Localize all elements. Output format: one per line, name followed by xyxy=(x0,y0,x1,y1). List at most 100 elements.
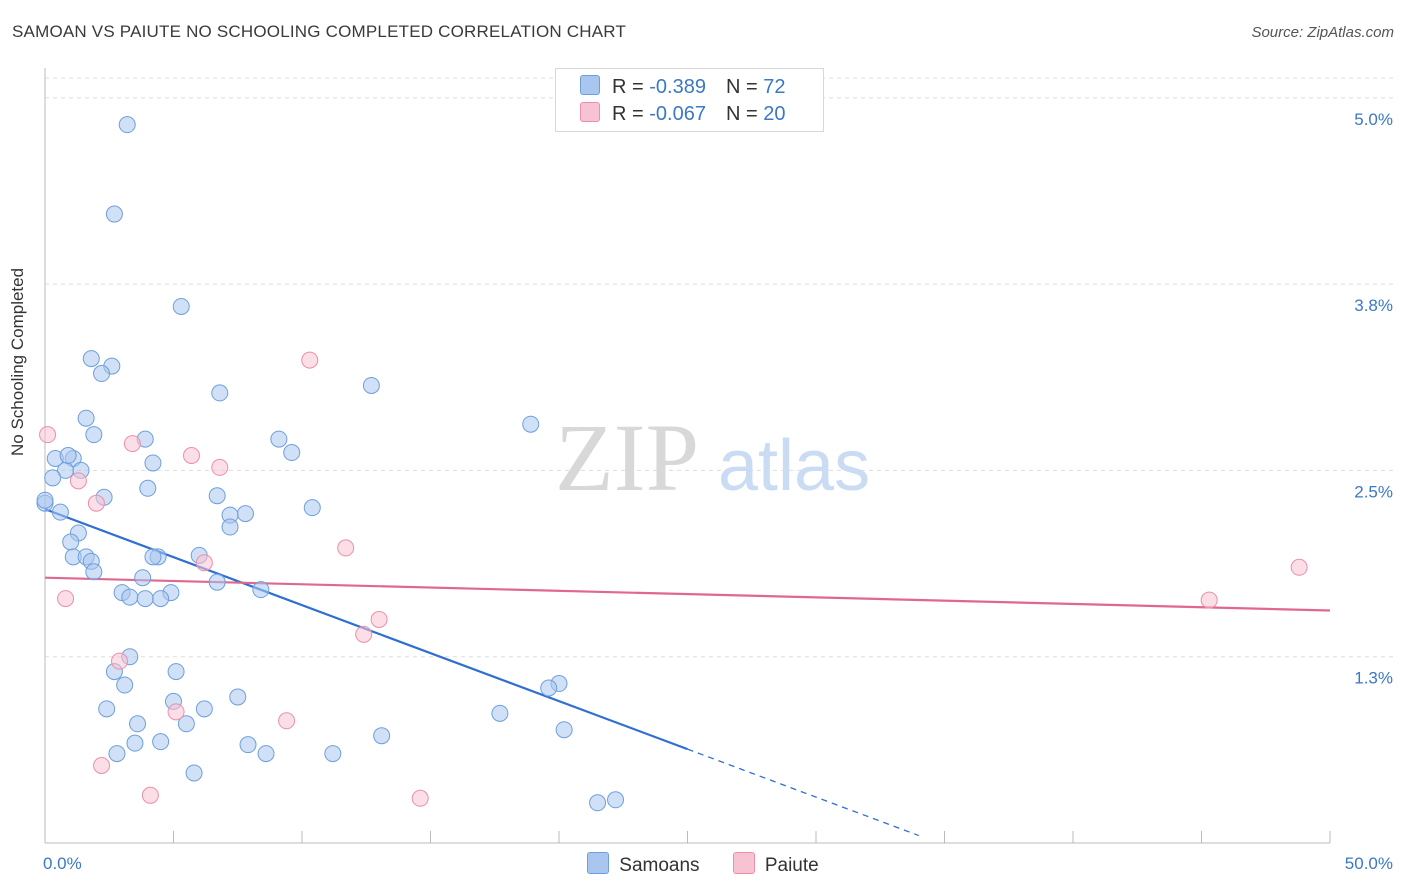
legend-r-label: R = xyxy=(612,103,650,125)
point-samoans xyxy=(229,688,247,706)
trend-extension-samoans xyxy=(687,748,920,837)
point-samoans xyxy=(491,704,509,722)
legend-row-samoans: R = -0.389 N = 72 xyxy=(580,75,785,99)
legend-n-label: N = xyxy=(725,103,764,125)
point-samoans xyxy=(303,499,321,517)
point-samoans xyxy=(144,454,162,472)
point-samoans xyxy=(257,745,275,763)
x-tick-label: 0.0% xyxy=(43,854,82,873)
watermark-atlas: atlas xyxy=(718,426,870,506)
point-samoans xyxy=(77,409,95,427)
point-samoans xyxy=(607,791,625,809)
point-samoans xyxy=(252,581,270,599)
point-samoans xyxy=(373,727,391,745)
watermark: ZIP atlas xyxy=(555,404,870,511)
point-samoans xyxy=(270,430,288,448)
data-points xyxy=(36,116,1308,812)
legend-swatch-paiute xyxy=(580,102,600,122)
point-samoans xyxy=(108,745,126,763)
trend-lines xyxy=(44,508,1331,837)
point-paiute xyxy=(411,789,429,807)
legend-n-value: 72 xyxy=(763,76,786,98)
point-paiute xyxy=(278,712,296,730)
point-samoans xyxy=(82,350,100,368)
point-samoans xyxy=(144,548,162,566)
point-paiute xyxy=(211,458,229,476)
point-samoans xyxy=(362,376,380,394)
point-paiute xyxy=(39,426,57,444)
point-samoans xyxy=(236,505,254,523)
y-tick-label: 3.8% xyxy=(1354,296,1393,315)
y-tick-label: 2.5% xyxy=(1354,482,1393,501)
point-paiute xyxy=(337,539,355,557)
point-samoans xyxy=(208,487,226,505)
point-samoans xyxy=(177,715,195,733)
point-paiute xyxy=(195,554,213,572)
point-paiute xyxy=(57,590,75,608)
point-paiute xyxy=(370,610,388,628)
gridlines xyxy=(45,77,1395,658)
stats-legend: R = -0.389 N = 72 R = -0.067 N = 20 xyxy=(555,68,824,132)
point-samoans xyxy=(93,365,111,383)
point-paiute xyxy=(93,757,111,774)
point-samoans xyxy=(59,447,77,464)
legend-n-value: 20 xyxy=(763,103,786,125)
point-paiute xyxy=(1200,591,1218,609)
series-swatch-samoans xyxy=(587,852,610,874)
point-samoans xyxy=(85,563,103,581)
point-samoans xyxy=(129,715,147,733)
point-samoans xyxy=(172,297,190,315)
point-samoans xyxy=(51,503,69,521)
point-samoans xyxy=(324,745,342,763)
point-samoans xyxy=(167,663,185,681)
series-legend-paiute[interactable]: Paiute xyxy=(732,852,819,877)
point-samoans xyxy=(98,700,116,718)
legend-r-label: R = xyxy=(612,76,650,98)
point-samoans xyxy=(239,736,257,754)
legend-n-label: N = xyxy=(725,76,764,98)
point-paiute xyxy=(301,351,319,369)
y-tick-label: 5.0% xyxy=(1354,110,1393,129)
legend-r-value: -0.389 xyxy=(649,76,706,98)
tick-labels: 1.3% 2.5% 3.8% 5.0% 0.0% 50.0% xyxy=(43,110,1393,873)
point-samoans xyxy=(134,569,152,587)
point-paiute xyxy=(167,703,185,721)
point-samoans xyxy=(185,764,203,782)
series-legend: Samoans Paiute xyxy=(0,852,1406,877)
point-samoans xyxy=(152,733,170,751)
point-samoans xyxy=(540,679,558,697)
point-samoans xyxy=(136,590,154,608)
point-samoans xyxy=(283,444,301,462)
source-label: Source: ZipAtlas.com xyxy=(1251,24,1394,41)
y-axis-label: No Schooling Completed xyxy=(8,267,27,456)
point-paiute xyxy=(1290,558,1308,576)
point-samoans xyxy=(118,116,136,134)
point-samoans xyxy=(121,588,139,606)
series-swatch-paiute xyxy=(732,852,755,874)
point-samoans xyxy=(105,205,123,223)
legend-row-paiute: R = -0.067 N = 20 xyxy=(580,102,785,126)
legend-r-value: -0.067 xyxy=(649,103,706,125)
point-samoans xyxy=(208,573,226,591)
series-label-paiute: Paiute xyxy=(764,855,819,876)
point-samoans xyxy=(36,491,54,509)
point-paiute xyxy=(87,494,105,512)
x-tick-label: 50.0% xyxy=(1345,854,1393,873)
point-samoans xyxy=(522,415,540,433)
legend-swatch-samoans xyxy=(580,75,600,95)
point-paiute xyxy=(182,447,200,464)
point-paiute xyxy=(355,625,373,643)
watermark-zip: ZIP xyxy=(555,404,699,511)
axes xyxy=(44,68,1331,844)
point-samoans xyxy=(85,426,103,444)
point-samoans xyxy=(126,734,144,752)
point-samoans xyxy=(116,676,134,694)
point-samoans xyxy=(44,469,62,487)
series-legend-samoans[interactable]: Samoans xyxy=(587,852,700,877)
series-label-samoans: Samoans xyxy=(619,855,700,876)
point-paiute xyxy=(123,435,141,453)
point-samoans xyxy=(589,794,607,812)
trend-line-paiute xyxy=(44,576,1331,612)
point-samoans xyxy=(62,533,80,551)
